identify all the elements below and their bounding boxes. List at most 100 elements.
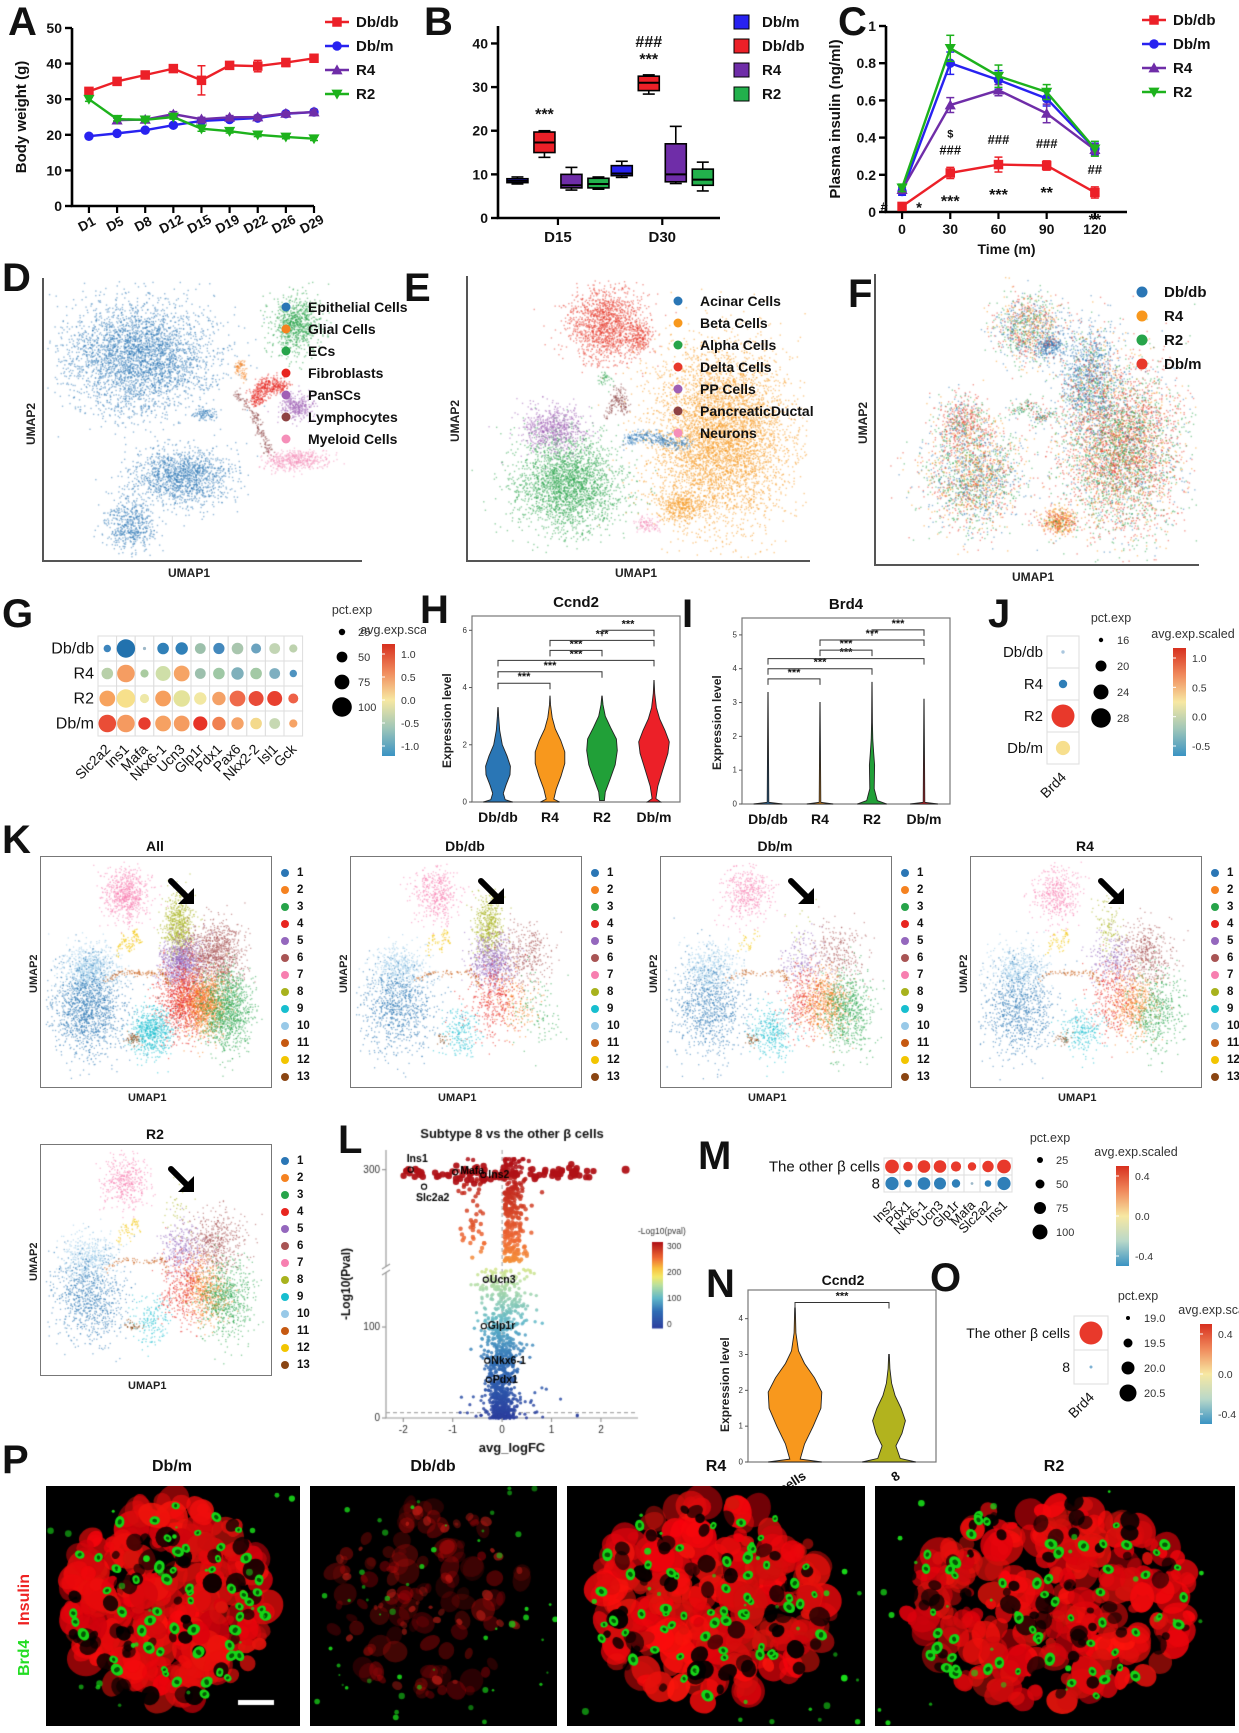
svg-text:3: 3 [733, 698, 738, 707]
svg-text:3: 3 [739, 1350, 744, 1359]
panel-k-umap-all: All UMAP1 UMAP2 1 2 3 4 5 6 7 8 9 10 11 12 13 [28, 838, 334, 1130]
svg-text:50: 50 [358, 652, 370, 664]
svg-text:***: *** [788, 667, 802, 679]
legend-item: 12 [590, 1051, 620, 1068]
svg-text:Body weight (g): Body weight (g) [13, 61, 30, 174]
legend-item: 1 [900, 864, 930, 881]
umap-f-xlabel: UMAP1 [1012, 570, 1055, 584]
svg-text:20: 20 [46, 127, 62, 143]
legend-item: R2 [1132, 328, 1207, 352]
ccnd2-subtype-title: Ccnd2 [821, 1272, 865, 1288]
svg-text:0.4: 0.4 [1135, 1171, 1150, 1183]
svg-text:The other β cells: The other β cells [769, 1159, 880, 1176]
legend-item: Db/db [1141, 8, 1216, 32]
legend-item: 9 [280, 1288, 310, 1305]
svg-text:D30: D30 [649, 229, 677, 246]
k-cluster-legend: 1 2 3 4 5 6 7 8 9 10 11 12 13 [900, 864, 930, 1085]
legend-item: 2 [280, 1169, 310, 1186]
svg-text:***: *** [840, 638, 854, 650]
k-umap-plot [40, 856, 272, 1088]
legend-item: Epithelial Cells [276, 296, 408, 318]
svg-text:1.0: 1.0 [401, 649, 416, 661]
svg-text:28: 28 [1117, 713, 1129, 725]
legend-item: 5 [900, 932, 930, 949]
k-cluster-legend: 1 2 3 4 5 6 7 8 9 10 11 12 13 [1210, 864, 1239, 1085]
legend-item: 3 [280, 1186, 310, 1203]
svg-text:***: *** [840, 647, 854, 659]
k-umap-plot [40, 1144, 272, 1376]
svg-text:0.0: 0.0 [401, 695, 416, 707]
legend-item: 7 [900, 966, 930, 983]
legend-item: 10 [1210, 1017, 1239, 1034]
svg-text:0: 0 [739, 1458, 744, 1467]
legend-item: R4 [730, 58, 805, 82]
svg-text:Brd4: Brd4 [1065, 1389, 1097, 1421]
arrow-annotation [168, 1166, 194, 1192]
svg-text:20.5: 20.5 [1144, 1388, 1165, 1400]
svg-text:75: 75 [1056, 1203, 1068, 1215]
svg-text:Db/db: Db/db [748, 811, 788, 827]
panel-letter-f: F [848, 272, 873, 316]
svg-text:D15: D15 [544, 229, 572, 246]
svg-text:Gck: Gck [271, 740, 301, 770]
legend-item: R2 [1141, 80, 1216, 104]
umap-e-legend: Acinar Cells Beta Cells Alpha Cells Delta C… [668, 290, 814, 444]
svg-text:19.0: 19.0 [1144, 1313, 1165, 1325]
svg-text:R2: R2 [1024, 708, 1043, 725]
k-cluster-legend: 1 2 3 4 5 6 7 8 9 10 11 12 13 [590, 864, 620, 1085]
panel-letter-o: O [930, 1256, 962, 1300]
legend-item: 11 [280, 1034, 310, 1051]
svg-text:D1: D1 [76, 213, 99, 235]
brd4-channel-label: Brd4 [16, 1639, 33, 1676]
k-umap-plot [660, 856, 892, 1088]
legend-item: 12 [900, 1051, 930, 1068]
legend-item: ECs [276, 340, 408, 362]
brd4-subtype-dotplot: The other β cells 8 Brd4 pct.exp 19.0 19.5 20.… [952, 1272, 1239, 1477]
svg-text:40: 40 [46, 56, 62, 72]
svg-text:4: 4 [463, 683, 468, 692]
umap-d-legend: Epithelial Cells Glial Cells ECs Fibroblast… [276, 296, 408, 450]
svg-text:pct.exp: pct.exp [332, 603, 372, 617]
svg-text:120: 120 [1083, 221, 1107, 237]
legend-item: 6 [280, 1237, 310, 1254]
svg-text:D26: D26 [269, 211, 298, 236]
umap-d-plot [42, 278, 362, 562]
svg-text:-0.4: -0.4 [1135, 1251, 1153, 1263]
legend-item: 3 [280, 898, 310, 915]
k-ylabel: UMAP2 [28, 954, 40, 993]
panel-letter-e: E [404, 266, 431, 310]
svg-text:D8: D8 [132, 213, 155, 235]
panel-d-celltype-umap: UMAP1 UMAP2 Epithelial Cells Glial Cells E… [8, 260, 408, 584]
svg-text:Db/db: Db/db [51, 641, 94, 658]
micro-image-dbdb [310, 1486, 557, 1726]
legend-item: Myeloid Cells [276, 428, 408, 450]
umap-d-xlabel: UMAP1 [168, 566, 211, 580]
panel-letter-c: C [838, 0, 867, 44]
arrow-annotation [1098, 878, 1124, 904]
legend-item: 11 [590, 1034, 620, 1051]
svg-text:30: 30 [942, 221, 958, 237]
svg-text:24: 24 [1117, 687, 1129, 699]
legend-item: PP Cells [668, 378, 814, 400]
svg-text:-0.4: -0.4 [1218, 1409, 1236, 1421]
brd4-ylabel: Expression level [710, 675, 724, 770]
svg-text:0.0: 0.0 [1135, 1211, 1150, 1223]
panel-letter-j: J [988, 592, 1011, 636]
svg-text:20: 20 [472, 123, 488, 139]
legend-item: 10 [900, 1017, 930, 1034]
legend-item: 13 [280, 1356, 310, 1373]
panel-letter-l: L [338, 1118, 363, 1162]
panel-letter-p: P [2, 1438, 29, 1482]
svg-text:D19: D19 [213, 212, 242, 237]
umap-f-ylabel: UMAP2 [856, 401, 870, 444]
svg-text:pct.exp: pct.exp [1118, 1289, 1158, 1303]
bodyweight-legend: Db/db Db/m R4 R2 [324, 10, 399, 106]
legend-item: 6 [900, 949, 930, 966]
legend-item: Db/m [1141, 32, 1216, 56]
volcano-canvas [336, 1124, 688, 1468]
legend-item: 1 [590, 864, 620, 881]
svg-text:4: 4 [739, 1314, 744, 1323]
svg-text:***: *** [535, 106, 554, 123]
svg-text:0.4: 0.4 [857, 130, 877, 146]
legend-item: 2 [900, 881, 930, 898]
